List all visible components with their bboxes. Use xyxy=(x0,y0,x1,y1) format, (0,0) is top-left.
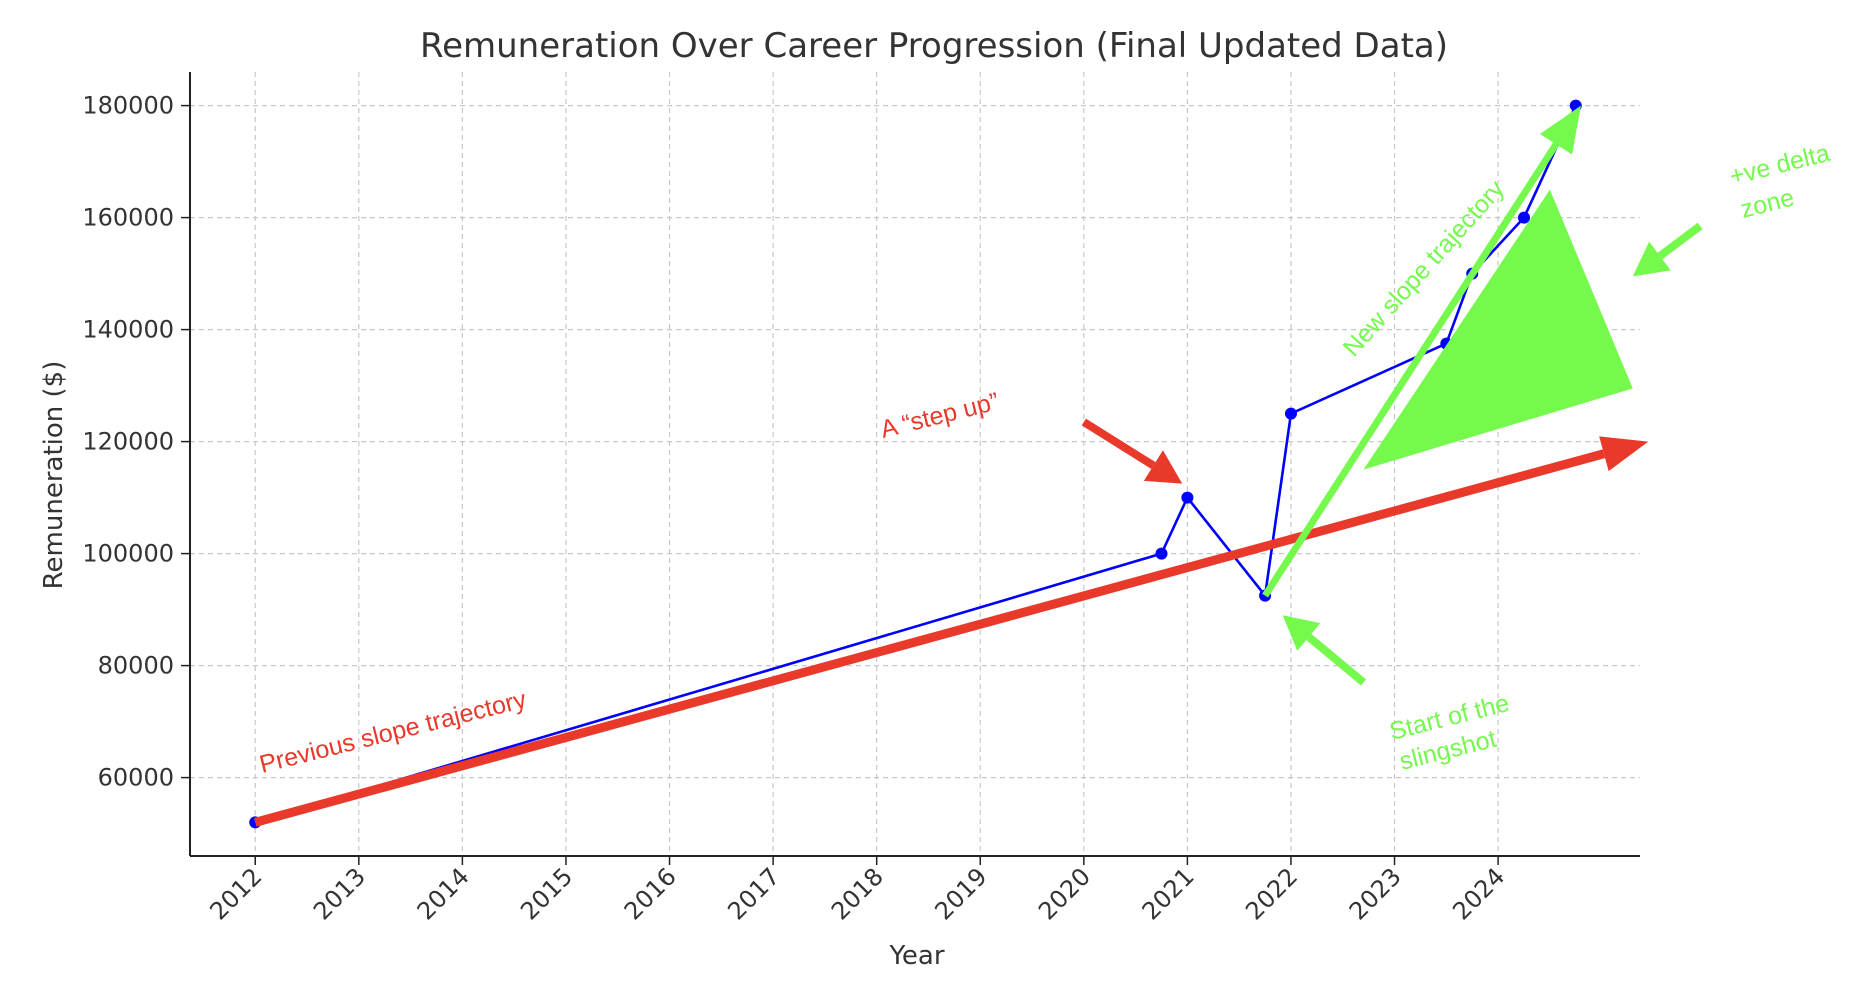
x-tick-label: 2018 xyxy=(826,862,889,925)
delta-zone-arrow-head xyxy=(1632,241,1671,277)
delta-zone-triangle xyxy=(1363,189,1633,470)
y-tick-label: 80000 xyxy=(98,652,174,680)
y-axis-label: Remuneration ($) xyxy=(39,361,69,590)
x-axis-label: Year xyxy=(888,941,944,971)
x-tick-label: 2013 xyxy=(308,862,371,925)
y-tick-label: 180000 xyxy=(82,92,174,120)
step-up-arrow-shaft xyxy=(1081,418,1156,469)
previous-slope-label: Previous slope trajectory xyxy=(257,685,530,779)
x-tick-label: 2022 xyxy=(1240,862,1303,925)
x-tick-label: 2020 xyxy=(1033,862,1096,925)
previous-slope-arrow-shaft xyxy=(254,449,1606,827)
x-tick-label: 2016 xyxy=(619,862,682,925)
y-tick-label: 140000 xyxy=(82,316,174,344)
x-tick-label: 2024 xyxy=(1447,862,1510,925)
previous-slope-arrow-head xyxy=(1599,436,1649,472)
delta-zone-label-line2: zone xyxy=(1738,184,1797,224)
new-slope-arrow-head xyxy=(1540,105,1581,155)
x-tick-label: 2023 xyxy=(1344,862,1407,925)
data-point xyxy=(1518,211,1530,224)
annotations xyxy=(254,105,1703,827)
data-point xyxy=(1181,491,1194,504)
slingshot-arrow-head xyxy=(1282,615,1321,651)
axes: 2012 2013 2014 2015 2016 2017 2018 2019 2020 2021… xyxy=(82,72,1640,925)
step-up-label: A “step up” xyxy=(878,387,1002,443)
y-tick-label: 120000 xyxy=(82,428,174,456)
delta-zone-label-line1: +ve delta xyxy=(1727,139,1833,191)
y-tick-label: 60000 xyxy=(98,764,174,792)
chart-title: Remuneration Over Career Progression (Fi… xyxy=(420,26,1448,66)
slingshot-arrow-shaft xyxy=(1306,633,1367,686)
x-tick-label: 2019 xyxy=(930,862,993,925)
x-tick-label: 2015 xyxy=(515,862,578,925)
delta-zone-arrow-shaft xyxy=(1657,222,1703,260)
y-tick-label: 160000 xyxy=(82,204,174,232)
x-tick-label: 2014 xyxy=(412,862,475,925)
step-up-arrow-head xyxy=(1143,450,1183,484)
data-point xyxy=(1155,547,1168,560)
data-point xyxy=(1284,407,1297,420)
new-slope-arrow-shaft xyxy=(1262,142,1559,598)
x-tick-label: 2021 xyxy=(1137,862,1200,925)
y-tick-label: 100000 xyxy=(82,540,174,568)
x-tick-label: 2012 xyxy=(205,862,268,925)
x-tick-label: 2017 xyxy=(722,862,785,925)
